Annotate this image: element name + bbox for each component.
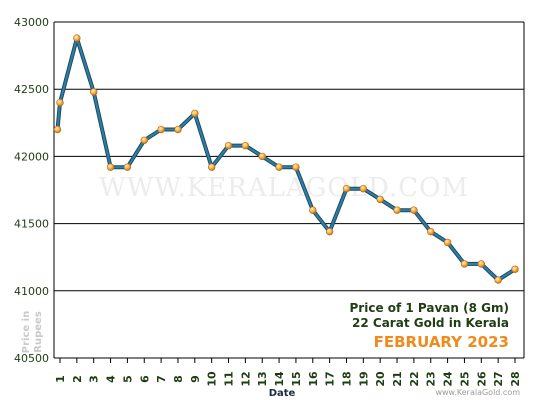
y-tick-label: 40500 [14,352,49,365]
data-point [73,34,81,42]
data-point [494,276,502,284]
plot-area [54,22,524,358]
x-tick-label: 8 [172,375,185,383]
data-point [393,206,401,214]
data-point [106,163,115,171]
x-axis-ticks: 1 2 3 4 5 6 7 8 9 10 11 12 13 14 15 16 17 18 19 20 21 22 23 24 2… [54,358,522,387]
credit-text: www.KeralaGold.com [435,388,520,397]
data-point [443,238,452,247]
x-tick-label: 23 [425,371,438,386]
data-point [359,184,368,193]
watermark: WWW.KERALAGOLD.COM [99,173,469,203]
data-point [258,152,266,161]
data-point [56,98,64,107]
data-point [292,163,300,171]
x-tick-label: 20 [374,371,387,387]
x-tick-label: 6 [138,375,151,383]
x-tick-label: 4 [105,375,118,383]
data-point [53,125,62,134]
x-tick-label: 9 [189,375,202,383]
data-point [224,141,233,150]
data-point [140,136,148,144]
y-axis-label-line2: Rupees [33,311,44,353]
x-tick-label: 5 [121,375,134,383]
y-tick-label: 41000 [14,285,49,298]
x-tick-label: 19 [357,371,370,386]
data-point [342,184,351,193]
x-tick-label: 14 [273,371,286,387]
x-tick-label: 12 [239,371,252,386]
x-tick-label: 16 [307,371,320,387]
x-tick-label: 2 [71,375,84,383]
data-point [427,227,435,236]
chart-subtitle: 22 Carat Gold in Kerala [352,316,509,330]
y-axis-ticks: 40500 41000 41500 42000 42500 43000 [14,16,49,365]
x-tick-label: 27 [492,371,505,386]
chart-period: FEBRUARY 2023 [374,333,509,351]
data-point [191,109,199,118]
x-tick-label: 1 [54,375,67,383]
x-tick-label: 3 [88,375,101,383]
data-point [123,163,132,171]
x-tick-label: 22 [408,371,421,386]
x-tick-label: 21 [391,371,404,386]
y-axis-label: Price in Rupees [21,311,44,353]
x-tick-label: 25 [458,371,471,386]
y-tick-label: 42000 [14,150,49,163]
x-tick-label: 17 [324,371,337,386]
data-point [376,195,384,204]
data-point [410,206,418,214]
x-tick-label: 11 [223,371,236,386]
data-point [309,206,317,214]
x-tick-label: 18 [340,371,353,386]
x-tick-label: 26 [475,371,488,387]
chart-title: Price of 1 Pavan (8 Gm) [350,301,510,315]
data-point [477,260,485,268]
x-tick-label: 15 [290,371,303,386]
data-point [241,141,250,150]
data-point [325,227,334,236]
data-point [90,88,98,96]
y-tick-label: 41500 [14,218,49,231]
x-tick-label: 24 [442,371,455,387]
data-point [157,125,165,134]
data-point [275,163,283,171]
data-point [511,265,519,273]
x-axis-label: Date [269,388,296,399]
x-tick-label: 7 [155,375,168,383]
x-tick-label: 13 [256,371,269,386]
x-tick-label: 28 [509,371,522,386]
data-point [460,260,469,268]
data-point [207,163,216,171]
x-tick-label: 10 [206,371,219,387]
y-axis-label-line1: Price in [21,311,32,353]
y-tick-label: 43000 [14,16,49,29]
data-point [174,125,182,134]
y-tick-label: 42500 [14,83,49,96]
marker-group [53,34,519,284]
